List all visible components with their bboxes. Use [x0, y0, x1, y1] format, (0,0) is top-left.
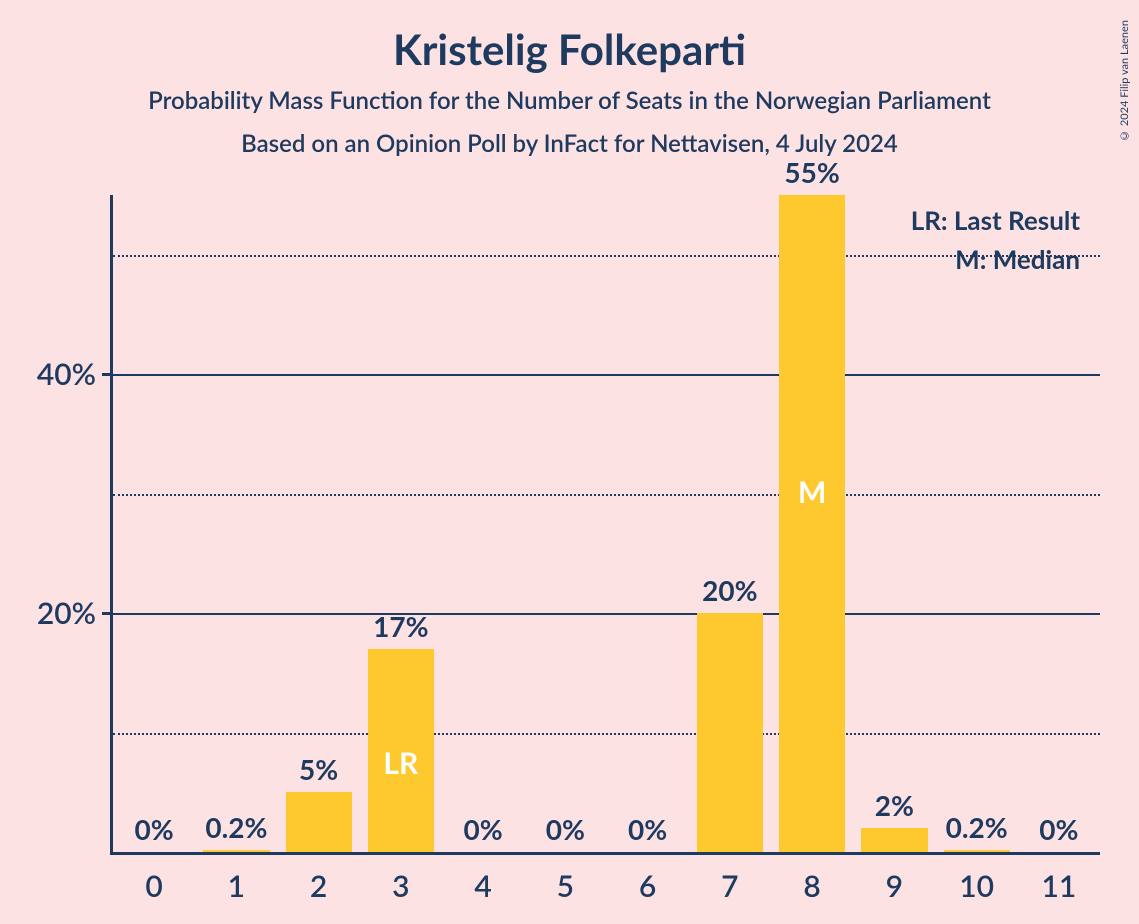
y-tick-label: 20%: [37, 595, 96, 631]
bar-slot: 5%2: [278, 195, 360, 852]
x-tick-label: 10: [959, 868, 994, 904]
x-tick-label: 2: [310, 868, 327, 904]
bar-value-label: 0%: [628, 812, 667, 846]
bar: 0.2%: [203, 850, 269, 852]
x-tick-label: 9: [886, 868, 903, 904]
x-axis: [110, 852, 1100, 855]
copyright-text: © 2024 Filip van Laenen: [1118, 20, 1131, 142]
bar-slot: 0.2%10: [936, 195, 1018, 852]
bar-marker-label: M: [798, 474, 826, 510]
x-tick-label: 7: [721, 868, 738, 904]
bars-container: 0%00.2%15%217%LR30%40%50%620%755%M82%90.…: [113, 195, 1100, 852]
bar-slot: 0.2%1: [195, 195, 277, 852]
bar-marker-label: LR: [383, 745, 418, 781]
chart-title: Kristelig Folkeparti: [0, 0, 1139, 74]
bar: 5%: [286, 792, 352, 852]
x-tick-label: 4: [474, 868, 491, 904]
bar: 0.2%: [944, 850, 1010, 852]
y-tick-label: 40%: [37, 356, 96, 392]
bar-value-label: 20%: [702, 573, 757, 607]
bar-slot: 0%6: [607, 195, 689, 852]
bar-slot: 0%5: [524, 195, 606, 852]
bar: 2%: [861, 828, 927, 852]
y-tick: [102, 612, 110, 615]
bar-value-label: 0%: [135, 812, 174, 846]
bar-value-label: 0.2%: [946, 810, 1008, 844]
x-tick-label: 6: [639, 868, 656, 904]
bar-slot: 2%9: [853, 195, 935, 852]
bar-value-label: 0%: [464, 812, 503, 846]
bar-slot: 17%LR3: [360, 195, 442, 852]
x-tick-label: 11: [1041, 868, 1076, 904]
chart-subtitle-2: Based on an Opinion Poll by InFact for N…: [0, 129, 1139, 158]
chart-subtitle-1: Probability Mass Function for the Number…: [0, 86, 1139, 115]
x-tick-label: 8: [803, 868, 820, 904]
bar-value-label: 5%: [299, 752, 338, 786]
chart-area: 20%40% LR: Last Result M: Median 0%00.2%…: [110, 195, 1100, 855]
bar-value-label: 17%: [373, 609, 428, 643]
bar-value-label: 0.2%: [205, 810, 267, 844]
bar-slot: 55%M8: [771, 195, 853, 852]
x-tick-label: 5: [557, 868, 574, 904]
x-tick-label: 3: [392, 868, 409, 904]
bar-value-label: 0%: [1039, 812, 1078, 846]
bar-slot: 0%11: [1018, 195, 1100, 852]
bar-slot: 0%4: [442, 195, 524, 852]
bar: 20%: [697, 613, 763, 852]
bar-value-label: 55%: [784, 155, 839, 189]
bar: 17%LR: [368, 649, 434, 852]
x-tick-label: 0: [145, 868, 162, 904]
bar: 55%M: [779, 195, 845, 852]
bar-value-label: 0%: [546, 812, 585, 846]
x-tick-label: 1: [228, 868, 245, 904]
y-tick: [102, 373, 110, 376]
bar-value-label: 2%: [875, 788, 914, 822]
bar-slot: 20%7: [689, 195, 771, 852]
bar-slot: 0%0: [113, 195, 195, 852]
